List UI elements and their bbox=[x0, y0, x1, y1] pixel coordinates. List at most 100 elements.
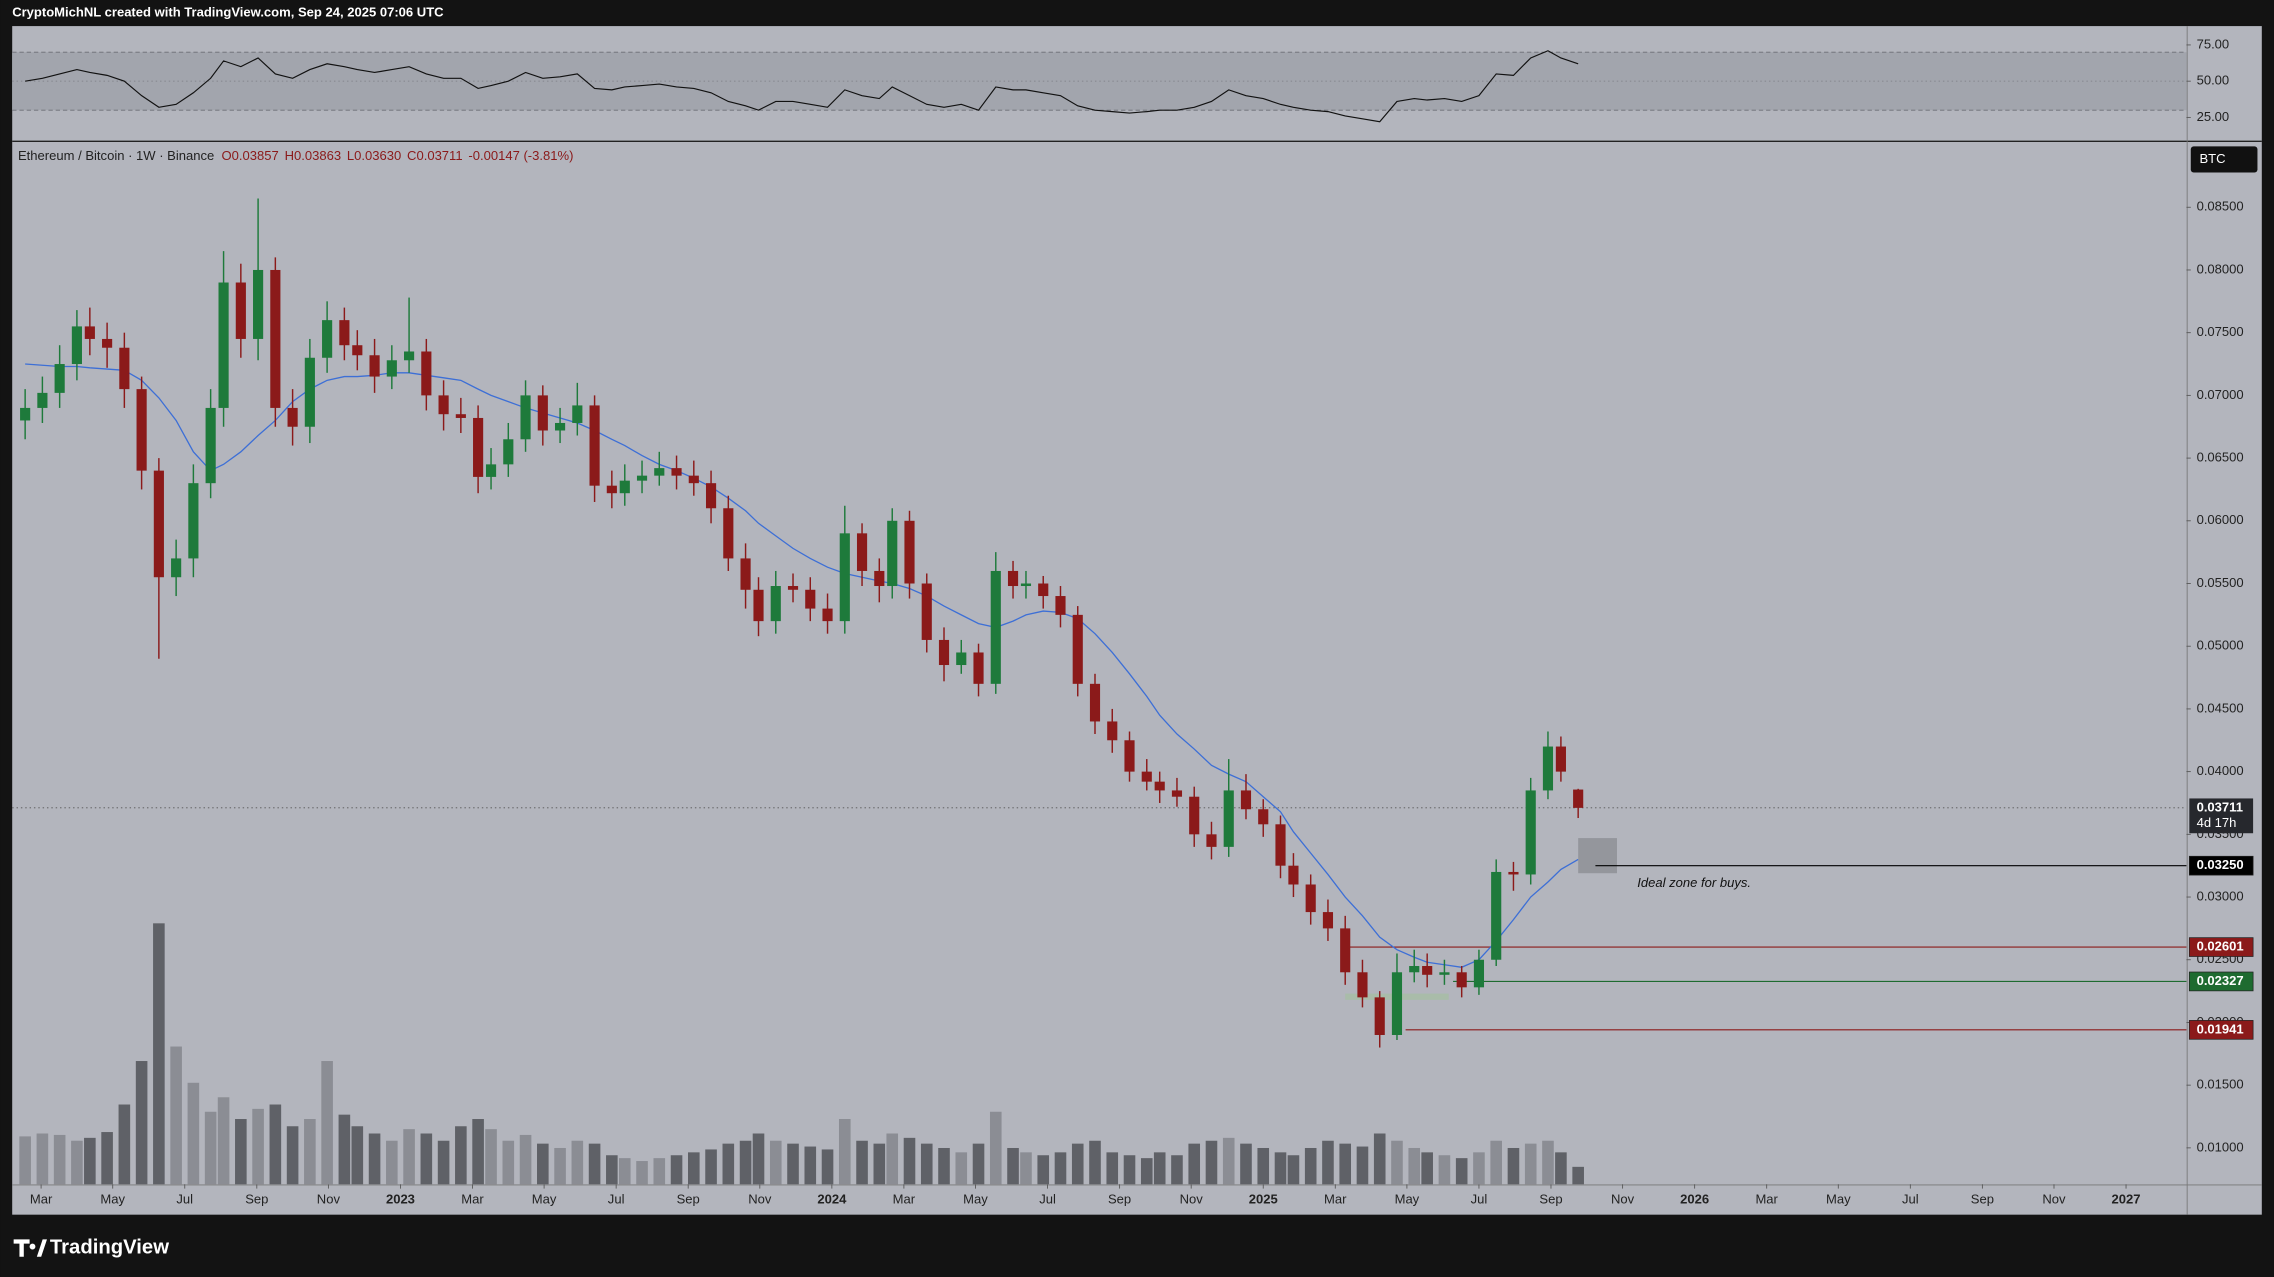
y-tick-label: 0.05500 bbox=[2197, 575, 2244, 590]
candle-body bbox=[438, 395, 449, 415]
level-tag-label: 0.03250 bbox=[2197, 857, 2244, 872]
volume-bar bbox=[1408, 1147, 1421, 1185]
volume-bar bbox=[571, 1140, 584, 1185]
candle-body bbox=[770, 586, 781, 622]
volume-bar bbox=[71, 1140, 83, 1185]
candle-body bbox=[1154, 781, 1165, 791]
candle-body bbox=[1141, 771, 1152, 782]
volume-bar bbox=[118, 1104, 131, 1185]
volume-bar bbox=[252, 1108, 264, 1185]
volume-bar bbox=[1106, 1152, 1119, 1185]
candle-body bbox=[1288, 865, 1299, 885]
volume-bar bbox=[1140, 1158, 1153, 1185]
y-tick-label: 0.07000 bbox=[2197, 387, 2244, 402]
volume-bar bbox=[304, 1119, 316, 1185]
candle-body bbox=[606, 485, 617, 494]
volume-bar bbox=[217, 1097, 230, 1185]
rsi-tick-label: 25.00 bbox=[2197, 109, 2230, 124]
x-tick-label: Mar bbox=[893, 1192, 916, 1207]
last-price-tag bbox=[2189, 798, 2254, 834]
x-tick-label: 2025 bbox=[1249, 1192, 1278, 1207]
volume-bar bbox=[455, 1126, 467, 1185]
candle-body bbox=[485, 464, 497, 477]
x-tick-label: Nov bbox=[748, 1192, 772, 1207]
volume-bar bbox=[606, 1155, 618, 1185]
candle-body bbox=[304, 357, 315, 427]
candle-body bbox=[421, 351, 432, 396]
volume-bar bbox=[1421, 1152, 1433, 1185]
candle-body bbox=[102, 338, 113, 348]
volume-bar bbox=[920, 1143, 933, 1185]
candle-body bbox=[1473, 959, 1485, 988]
candle-body bbox=[874, 570, 885, 587]
candle-body bbox=[37, 392, 48, 408]
volume-bar bbox=[903, 1137, 916, 1185]
candle-body bbox=[1491, 871, 1502, 960]
candle-body bbox=[1391, 972, 1403, 1035]
volume-bar bbox=[472, 1119, 484, 1185]
y-tick-label: 0.01500 bbox=[2197, 1077, 2244, 1092]
level-tag-label: 0.02601 bbox=[2197, 939, 2244, 954]
currency-label: BTC bbox=[2199, 151, 2225, 166]
currency-badge bbox=[2190, 146, 2258, 173]
volume-bar bbox=[170, 1046, 182, 1185]
volume-bar bbox=[787, 1143, 799, 1185]
candle-body bbox=[705, 483, 717, 509]
candle-body bbox=[1038, 583, 1049, 597]
volume-bar bbox=[1391, 1140, 1403, 1185]
candle-body bbox=[589, 405, 600, 486]
volume-bar bbox=[1240, 1143, 1252, 1185]
x-tick-label: Mar bbox=[30, 1192, 53, 1207]
volume-bar bbox=[502, 1140, 515, 1185]
volume-bar bbox=[1171, 1155, 1183, 1185]
volume-bar bbox=[1222, 1137, 1235, 1185]
x-tick-label: Jul bbox=[176, 1192, 193, 1207]
x-tick-label: Sep bbox=[1971, 1192, 1994, 1207]
candle-body bbox=[171, 558, 182, 578]
candle-body bbox=[54, 364, 65, 393]
candle-body bbox=[887, 520, 898, 587]
candle-body bbox=[740, 558, 751, 590]
volume-bar bbox=[1037, 1155, 1050, 1185]
volume-bar bbox=[653, 1158, 666, 1185]
candle-body bbox=[270, 269, 281, 408]
candle-body bbox=[287, 407, 298, 427]
volume-bar bbox=[739, 1140, 752, 1185]
candle-body bbox=[990, 570, 1001, 684]
volume-bar bbox=[1153, 1152, 1166, 1185]
candle-body bbox=[956, 652, 967, 666]
candle-body bbox=[572, 405, 583, 423]
candle-body bbox=[822, 608, 833, 622]
volume-bar bbox=[84, 1137, 96, 1185]
y-tick-label: 0.07500 bbox=[2197, 324, 2244, 339]
level-tag bbox=[2188, 971, 2254, 992]
candle-body bbox=[688, 475, 699, 484]
candle-body bbox=[20, 407, 31, 421]
candle-body bbox=[904, 520, 915, 584]
volume-bar bbox=[1438, 1155, 1451, 1185]
candle-body bbox=[1439, 972, 1450, 975]
candle-body bbox=[386, 360, 397, 377]
y-tick-label: 0.06500 bbox=[2197, 450, 2244, 465]
volume-bar bbox=[235, 1119, 247, 1185]
candle-body bbox=[1357, 972, 1368, 998]
volume-bar bbox=[752, 1133, 765, 1185]
candle-body bbox=[723, 508, 734, 559]
candle-body bbox=[352, 345, 363, 356]
x-tick-label: Jul bbox=[1471, 1192, 1488, 1207]
x-tick-label: May bbox=[532, 1192, 557, 1207]
candle-body bbox=[1305, 884, 1316, 913]
volume-bar bbox=[537, 1143, 549, 1185]
candle-body bbox=[1020, 583, 1032, 587]
y-tick-label: 0.06000 bbox=[2197, 512, 2244, 527]
volume-bar bbox=[403, 1129, 415, 1185]
volume-bar bbox=[386, 1140, 398, 1185]
y-tick-label: 0.05000 bbox=[2197, 638, 2244, 653]
candle-body bbox=[84, 326, 95, 339]
volume-bar bbox=[1455, 1158, 1468, 1185]
volume-bar bbox=[688, 1152, 700, 1185]
candle-body bbox=[119, 347, 130, 390]
y-tick-label: 0.08000 bbox=[2197, 261, 2244, 276]
candle-body bbox=[654, 468, 665, 476]
volume-bar bbox=[1205, 1140, 1218, 1185]
